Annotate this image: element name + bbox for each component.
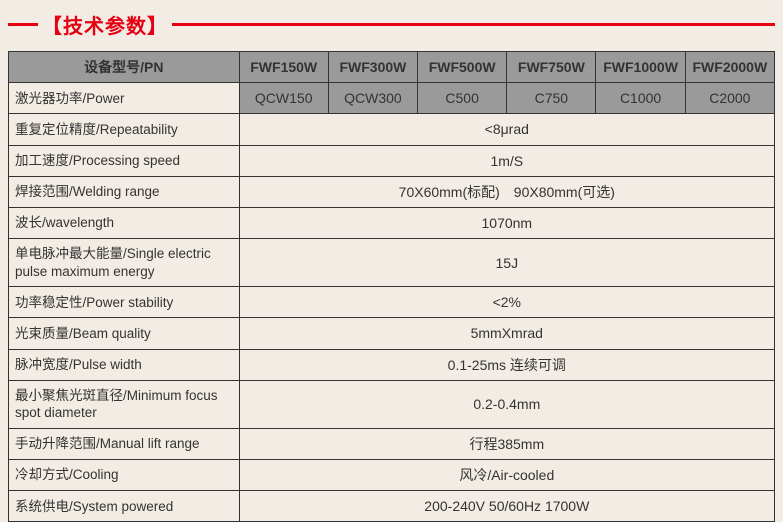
row-value: 5mmXmrad (239, 318, 774, 349)
row-label: 冷却方式/Cooling (9, 460, 240, 491)
model-cell: FWF300W (328, 52, 417, 83)
power-cell: C1000 (596, 83, 685, 114)
row-label: 最小聚焦光斑直径/Minimum focus spot diameter (9, 380, 240, 428)
row-value: <8μrad (239, 114, 774, 145)
model-cell: FWF2000W (685, 52, 774, 83)
table-row: 波长/wavelength1070nm (9, 207, 775, 238)
model-cell: FWF750W (507, 52, 596, 83)
pn-header: 设备型号/PN (9, 52, 240, 83)
row-value: 1070nm (239, 207, 774, 238)
spec-table: 设备型号/PN FWF150W FWF300W FWF500W FWF750W … (8, 51, 775, 522)
row-label: 系统供电/System powered (9, 491, 240, 522)
row-value: 70X60mm(标配) 90X80mm(可选) (239, 176, 774, 207)
power-cell: C500 (418, 83, 507, 114)
table-row: 单电脉冲最大能量/Single electric pulse maximum e… (9, 239, 775, 287)
power-cell: QCW150 (239, 83, 328, 114)
row-label: 光束质量/Beam quality (9, 318, 240, 349)
row-label: 波长/wavelength (9, 207, 240, 238)
power-header: 激光器功率/Power (9, 83, 240, 114)
model-cell: FWF1000W (596, 52, 685, 83)
model-cell: FWF500W (418, 52, 507, 83)
row-value: 200-240V 50/60Hz 1700W (239, 491, 774, 522)
table-power-row: 激光器功率/Power QCW150 QCW300 C500 C750 C100… (9, 83, 775, 114)
row-value: 风冷/Air-cooled (239, 460, 774, 491)
header-line-left (8, 23, 38, 26)
table-row: 系统供电/System powered200-240V 50/60Hz 1700… (9, 491, 775, 522)
row-label: 单电脉冲最大能量/Single electric pulse maximum e… (9, 239, 240, 287)
row-label: 加工速度/Processing speed (9, 145, 240, 176)
table-row: 焊接范围/Welding range70X60mm(标配) 90X80mm(可选… (9, 176, 775, 207)
row-label: 焊接范围/Welding range (9, 176, 240, 207)
row-value: 15J (239, 239, 774, 287)
table-row: 手动升降范围/Manual lift range行程385mm (9, 428, 775, 459)
row-value: <2% (239, 287, 774, 318)
row-label: 重复定位精度/Repeatability (9, 114, 240, 145)
row-label: 功率稳定性/Power stability (9, 287, 240, 318)
row-value: 0.1-25ms 连续可调 (239, 349, 774, 380)
row-value: 0.2-0.4mm (239, 380, 774, 428)
power-cell: C750 (507, 83, 596, 114)
table-row: 最小聚焦光斑直径/Minimum focus spot diameter0.2-… (9, 380, 775, 428)
section-title: 【技术参数】 (38, 10, 172, 39)
table-row: 光束质量/Beam quality5mmXmrad (9, 318, 775, 349)
row-label: 手动升降范围/Manual lift range (9, 428, 240, 459)
model-cell: FWF150W (239, 52, 328, 83)
table-header-row: 设备型号/PN FWF150W FWF300W FWF500W FWF750W … (9, 52, 775, 83)
row-value: 1m/S (239, 145, 774, 176)
header-line-right (172, 23, 775, 26)
table-row: 重复定位精度/Repeatability<8μrad (9, 114, 775, 145)
row-label: 脉冲宽度/Pulse width (9, 349, 240, 380)
table-row: 加工速度/Processing speed1m/S (9, 145, 775, 176)
table-row: 功率稳定性/Power stability<2% (9, 287, 775, 318)
power-cell: QCW300 (328, 83, 417, 114)
table-row: 冷却方式/Cooling风冷/Air-cooled (9, 460, 775, 491)
row-value: 行程385mm (239, 428, 774, 459)
table-row: 脉冲宽度/Pulse width0.1-25ms 连续可调 (9, 349, 775, 380)
section-header: 【技术参数】 (8, 10, 775, 39)
power-cell: C2000 (685, 83, 774, 114)
